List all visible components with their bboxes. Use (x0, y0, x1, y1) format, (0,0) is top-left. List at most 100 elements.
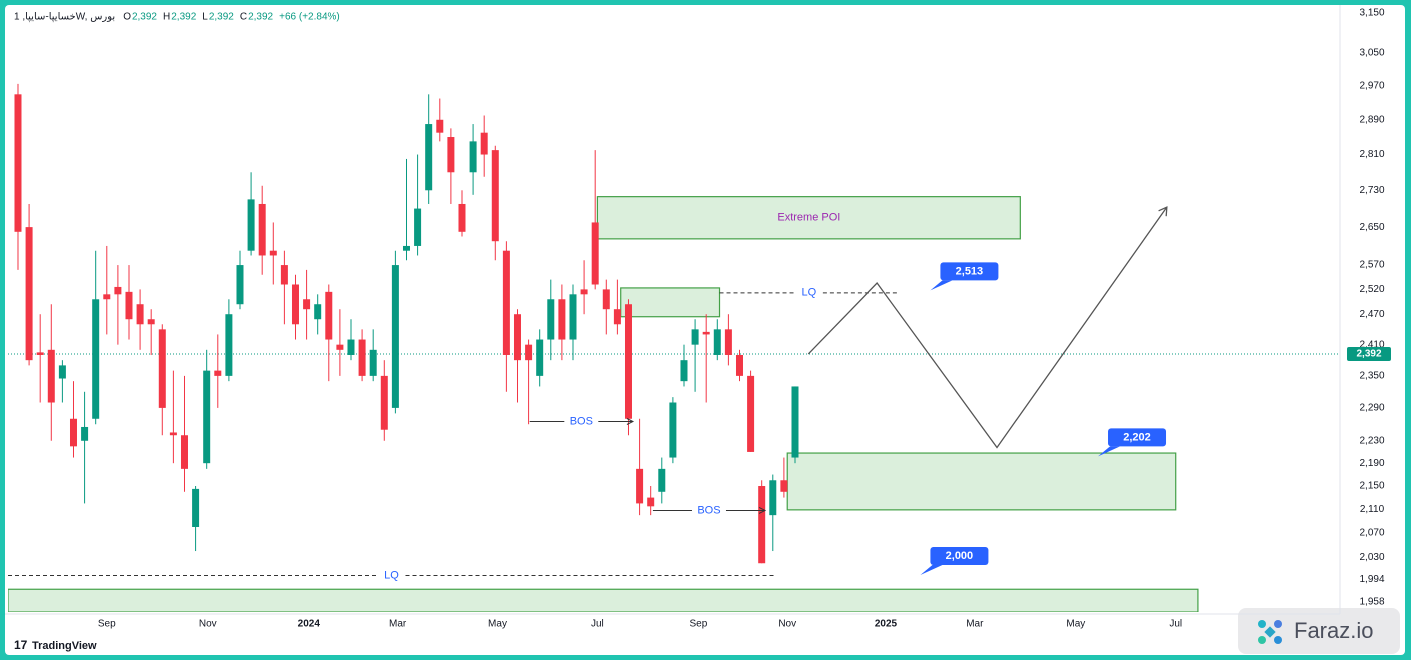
y-tick-label: 2,150 (1359, 481, 1384, 492)
candle-body (425, 124, 433, 191)
candle-body (724, 329, 732, 355)
zone (596, 196, 1021, 240)
y-tick-label: 2,520 (1359, 284, 1384, 295)
y-tick-label: 2,470 (1359, 309, 1384, 320)
candle-body (325, 291, 333, 340)
candle-body (591, 222, 599, 285)
candle-body (69, 418, 77, 447)
candle-body (624, 304, 632, 419)
candle-body (747, 375, 755, 452)
candle-body (402, 245, 410, 251)
y-tick-label: 2,570 (1359, 260, 1384, 271)
candle-body (713, 329, 721, 355)
candle-body (14, 94, 22, 232)
y-tick-label: 2,290 (1359, 403, 1384, 414)
candle-body (658, 468, 666, 492)
candle-body (269, 250, 277, 256)
x-tick-label: Nov (199, 619, 217, 630)
candle-body (491, 150, 499, 242)
platform-name: TradingView (32, 640, 97, 652)
price-label-box (940, 262, 999, 281)
projection-arrowhead (1158, 206, 1168, 217)
x-tick-label: 2024 (298, 619, 321, 630)
y-tick-label: 2,970 (1359, 81, 1384, 92)
candle-body (369, 349, 377, 376)
price-label-box (930, 546, 989, 565)
candle-body (280, 265, 288, 285)
x-tick-label: Sep (690, 619, 708, 630)
candle-body (513, 314, 521, 361)
zone-label: Extreme POI (777, 212, 840, 224)
candle-body (169, 432, 177, 436)
y-tick-label: 2,230 (1359, 435, 1384, 446)
price-label: 2,000 (946, 550, 974, 562)
candle-body (525, 344, 533, 361)
candle-body (81, 426, 89, 441)
candle-body (458, 203, 466, 232)
candle-body (569, 294, 577, 340)
candle-body (147, 319, 155, 325)
ohlc-value: 2,392 (209, 12, 234, 23)
candle-body (469, 141, 477, 173)
y-tick-label: 2,350 (1359, 371, 1384, 382)
candle-body (314, 304, 322, 320)
y-tick-label: 2,890 (1359, 114, 1384, 125)
x-tick-label: Mar (389, 619, 407, 630)
candle-body (347, 339, 355, 355)
bos-label: BOS (697, 504, 720, 516)
y-tick-label: 2,650 (1359, 222, 1384, 233)
last-price-badge (1347, 346, 1391, 361)
price-label: 2,202 (1123, 431, 1151, 443)
candle-body (92, 299, 100, 419)
candle-body (791, 386, 799, 458)
candle-body (502, 250, 510, 355)
price-label-pointer (930, 280, 953, 291)
zone (620, 287, 721, 318)
candle-body (536, 339, 544, 376)
candle-body (303, 299, 311, 310)
candle-body (114, 286, 122, 295)
candle-body (447, 137, 455, 173)
liquidity-label: LQ (802, 287, 817, 299)
x-tick-label: May (488, 619, 507, 630)
candle-body (336, 344, 344, 350)
candle-body (780, 480, 788, 492)
candle-body (36, 352, 44, 355)
candle-body (580, 289, 588, 295)
price-label-box (1108, 428, 1167, 447)
candle-body (214, 370, 222, 376)
candle-body (613, 309, 621, 325)
watermark-text: Faraz.io (1294, 618, 1373, 643)
candle-body (636, 468, 644, 504)
candle-body (758, 486, 766, 564)
ohlc-key: H (163, 12, 170, 23)
y-tick-label: 2,730 (1359, 185, 1384, 196)
x-tick-label: Sep (98, 619, 116, 630)
bos-label: BOS (570, 415, 593, 427)
last-price-label: 2,392 (1356, 349, 1381, 360)
candle-body (436, 119, 444, 133)
x-tick-label: Mar (966, 619, 984, 630)
candle-body (225, 314, 233, 376)
y-tick-label: 2,110 (1360, 504, 1385, 515)
y-tick-label: 2,030 (1359, 552, 1384, 563)
zone (8, 588, 1199, 612)
ohlc-key: O (123, 12, 131, 23)
candle-body (291, 284, 299, 325)
candle-body (547, 299, 555, 340)
candle-body (391, 265, 399, 408)
candle-body (691, 329, 699, 345)
candle-body (58, 365, 66, 379)
ohlc-value: 2,392 (132, 12, 157, 23)
candle-body (358, 339, 366, 376)
ohlc-key: L (202, 12, 208, 23)
ohlc-key: C (240, 12, 247, 23)
candle-body (25, 227, 33, 361)
x-tick-label: Jul (1169, 619, 1182, 630)
candle-body (47, 349, 55, 403)
candle-body (735, 354, 743, 376)
candle-body (769, 480, 777, 516)
candle-body (136, 304, 144, 325)
candle-body (647, 497, 655, 507)
